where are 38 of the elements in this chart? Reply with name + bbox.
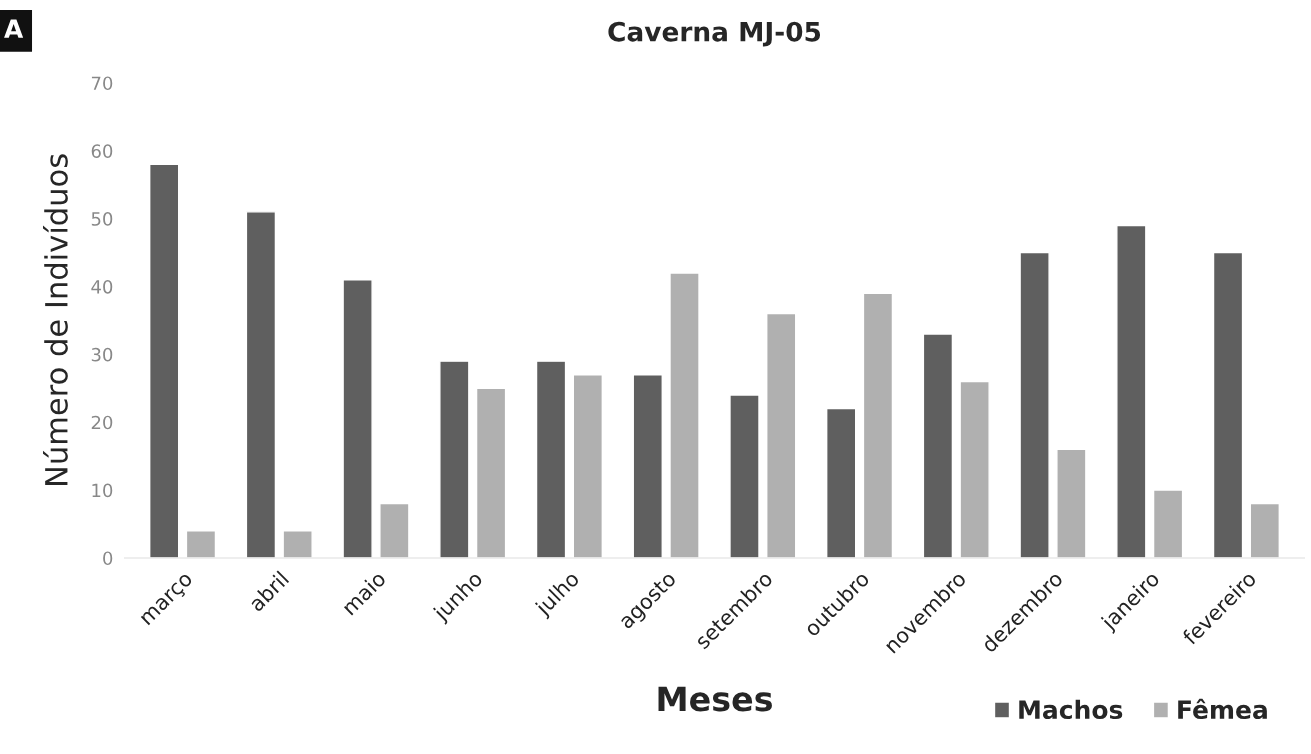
bar	[475, 387, 507, 558]
bar	[282, 530, 313, 558]
bar	[1056, 448, 1087, 558]
bar	[245, 211, 277, 558]
bar	[185, 530, 217, 558]
bar	[1212, 251, 1244, 558]
bar	[148, 163, 180, 558]
y-tick-label: 40	[91, 279, 113, 294]
bar	[439, 360, 470, 558]
x-axis-title: Meses	[658, 686, 772, 712]
y-tick-label: 70	[91, 76, 113, 91]
bar	[922, 333, 954, 558]
bar	[572, 374, 604, 558]
bar	[1249, 502, 1280, 558]
y-tick-label: 0	[103, 551, 113, 566]
chart-title: Caverna MJ-05	[608, 21, 821, 47]
bar	[535, 360, 567, 558]
legend-label: Fêmea	[1178, 698, 1267, 720]
bar	[825, 407, 857, 558]
y-tick-label: 20	[91, 415, 113, 430]
bar	[766, 312, 797, 558]
legend-label: Machos	[1019, 699, 1123, 720]
y-tick-label: 10	[92, 483, 113, 498]
bar	[1152, 489, 1184, 558]
bar	[729, 394, 760, 558]
bar	[632, 374, 663, 558]
bar	[959, 380, 990, 558]
bar	[669, 272, 700, 558]
text: A	[4, 19, 24, 38]
y-tick-label: 50	[91, 212, 113, 226]
bar	[862, 292, 894, 558]
y-tick-label: 30	[91, 347, 113, 362]
y-axis-title: Número de Indivíduos	[43, 154, 68, 486]
y-tick-label: 60	[91, 144, 113, 158]
bar	[342, 279, 373, 558]
bar	[1019, 251, 1050, 558]
bar	[1116, 224, 1147, 558]
bar	[379, 502, 410, 558]
